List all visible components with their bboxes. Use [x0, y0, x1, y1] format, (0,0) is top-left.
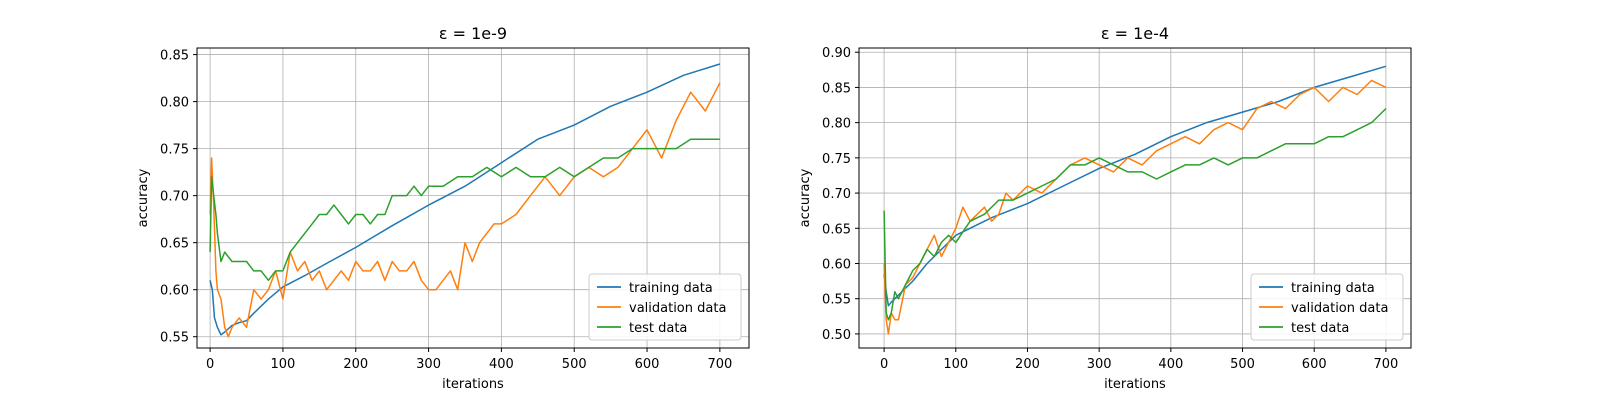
chart2-x-axis-label: iterations — [1104, 377, 1166, 392]
chart1-legend-box — [588, 273, 742, 341]
chart1-ytick-label: 0.85 — [160, 49, 189, 64]
chart2-xtick-label: 0 — [880, 357, 888, 372]
chart1-ytick-label: 0.60 — [160, 284, 189, 299]
chart1-legend-label-training: training data — [629, 281, 713, 296]
chart2-legend-label-test: test data — [1291, 321, 1349, 336]
chart2-xtick-label: 600 — [1302, 357, 1327, 372]
chart1-xtick-label: 700 — [707, 357, 732, 372]
chart2-xtick-label: 700 — [1373, 357, 1398, 372]
chart2-ytick-label: 0.65 — [822, 222, 851, 237]
chart2-ytick-label: 0.85 — [822, 81, 851, 96]
chart2-title: ε = 1e-4 — [1101, 24, 1169, 43]
chart2-xtick-label: 100 — [943, 357, 968, 372]
chart-panel-left: 0 100 200 300 400 500 600 700 0.55 0.60 0.65 0.70 0.… — [136, 24, 750, 392]
chart2-legend-label-training: training data — [1291, 281, 1375, 296]
chart2-xtick-label: 300 — [1087, 357, 1112, 372]
chart1-series-training — [209, 63, 721, 336]
chart1-xtick-label: 100 — [271, 357, 296, 372]
chart2-series-training — [883, 65, 1387, 307]
chart2-ytick-label: 0.50 — [822, 328, 851, 343]
chart2-xtick-label: 200 — [1015, 357, 1040, 372]
chart1-ytick-label: 0.80 — [160, 96, 189, 111]
chart2-ytick-label: 0.70 — [822, 187, 851, 202]
chart1-xtick-label: 500 — [562, 357, 587, 372]
chart2-series-test — [883, 108, 1387, 321]
chart1-x-axis-label: iterations — [442, 377, 504, 392]
chart1-ytick-label: 0.65 — [160, 237, 189, 252]
chart2-xtick-label: 500 — [1230, 357, 1255, 372]
chart2-legend-box — [1250, 273, 1404, 341]
chart1-xtick-label: 300 — [416, 357, 441, 372]
chart-panel-right: 0 100 200 300 400 500 600 700 0.50 0.55 0.60 0.65 0.… — [798, 24, 1412, 392]
chart1-y-axis-label: accuracy — [136, 168, 151, 227]
chart2-y-axis-label: accuracy — [798, 168, 813, 227]
chart1-plot-frame — [196, 47, 750, 349]
chart2-legend-label-validation: validation data — [1291, 301, 1388, 316]
chart2-ytick-label: 0.90 — [822, 46, 851, 61]
chart2-ytick-label: 0.75 — [822, 152, 851, 167]
chart1-legend-label-test: test data — [629, 321, 687, 336]
chart2-ytick-label: 0.55 — [822, 293, 851, 308]
chart1-title: ε = 1e-9 — [439, 24, 507, 43]
chart2-xtick-label: 400 — [1158, 357, 1183, 372]
chart1-legend-label-validation: validation data — [629, 301, 726, 316]
chart1-legend: training data validation data test data — [588, 273, 742, 341]
chart1-ytick-label: 0.55 — [160, 331, 189, 346]
chart1-ytick-label: 0.75 — [160, 143, 189, 158]
chart1-series-test — [209, 138, 720, 282]
chart1-xtick-label: 600 — [635, 357, 660, 372]
chart1-xtick-label: 200 — [343, 357, 368, 372]
chart2-ytick-label: 0.60 — [822, 257, 851, 272]
chart1-ytick-label: 0.70 — [160, 190, 189, 205]
chart2-legend: training data validation data test data — [1250, 273, 1404, 341]
chart1-xtick-label: 400 — [489, 357, 514, 372]
chart2-plot-frame — [858, 47, 1412, 349]
chart1-xtick-label: 0 — [206, 357, 214, 372]
chart2-ytick-label: 0.80 — [822, 117, 851, 132]
